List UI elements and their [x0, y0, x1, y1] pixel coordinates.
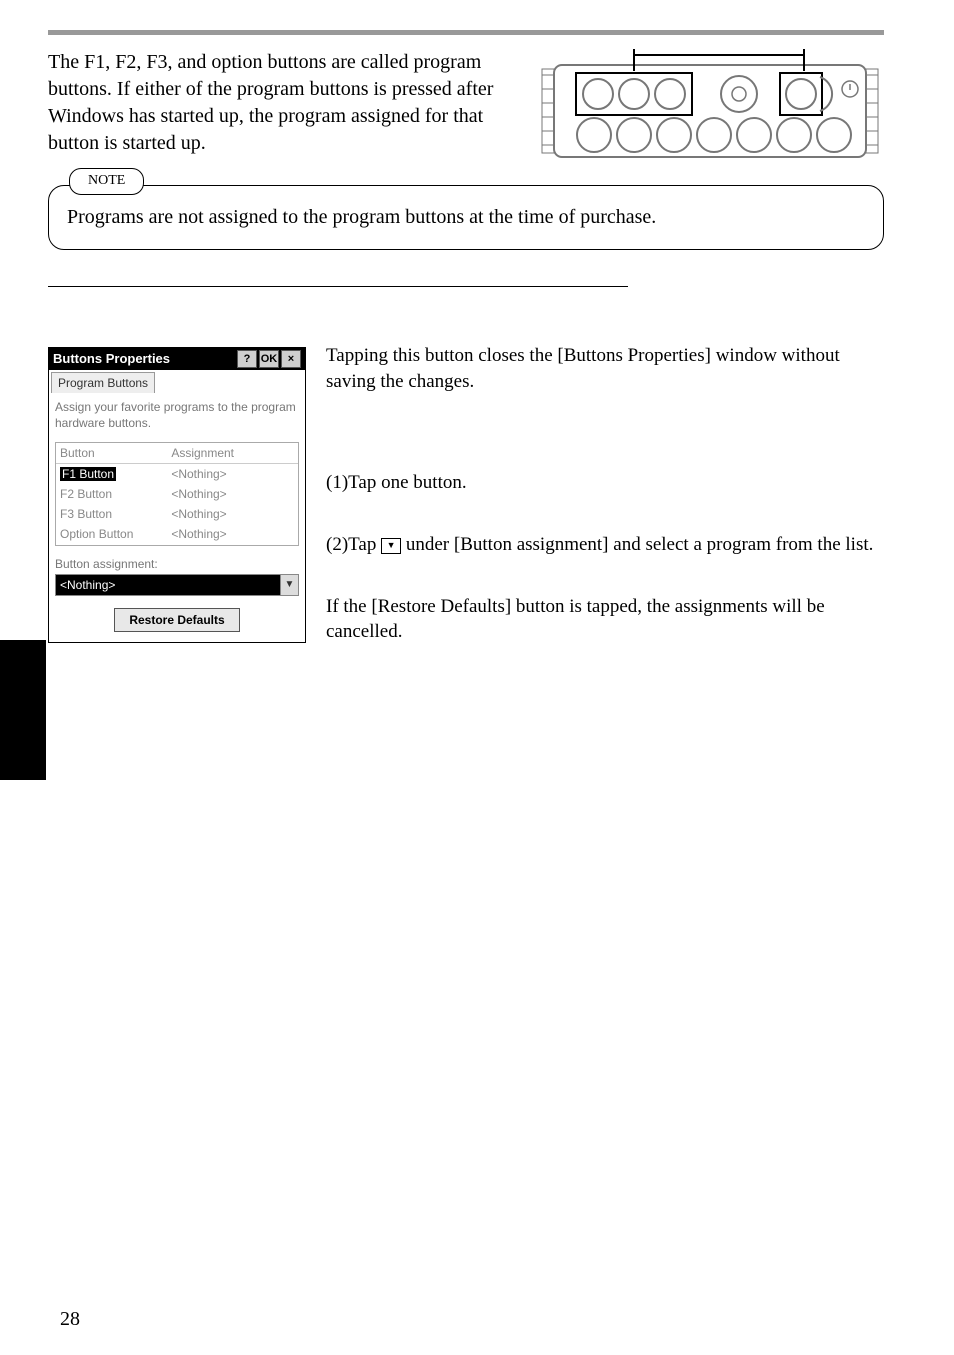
- list-row-button: F2 Button: [56, 484, 167, 504]
- callout-step2: (2)Tap ▼ under [Button assignment] and s…: [326, 532, 884, 558]
- tab-row: Program Buttons: [49, 370, 305, 393]
- col-assignment: Assignment: [167, 443, 298, 463]
- window-content: Assign your favorite programs to the pro…: [49, 393, 305, 642]
- chevron-down-icon: ▼: [381, 538, 401, 554]
- callouts: Tapping this button closes the [Buttons …: [326, 347, 884, 681]
- side-tab: [0, 640, 46, 780]
- window-title: Buttons Properties: [53, 350, 235, 368]
- window-titlebar: Buttons Properties ? OK ×: [49, 348, 305, 370]
- list-row[interactable]: Option Button<Nothing>: [56, 524, 298, 544]
- list-row[interactable]: F1 Button<Nothing>: [56, 464, 298, 484]
- header-row: The F1, F2, F3, and option buttons are c…: [48, 49, 884, 159]
- list-row[interactable]: F3 Button<Nothing>: [56, 504, 298, 524]
- button-list: Button Assignment F1 Button<Nothing>F2 B…: [55, 442, 299, 546]
- list-header: Button Assignment: [56, 443, 298, 464]
- note-tab: NOTE: [69, 168, 144, 195]
- callout-step2-post: under [Button assignment] and select a p…: [406, 534, 874, 555]
- assignment-label: Button assignment:: [55, 556, 299, 572]
- assignment-select[interactable]: <Nothing> ▼: [55, 574, 299, 596]
- restore-defaults-button[interactable]: Restore Defaults: [114, 608, 239, 632]
- list-row-button: Option Button: [56, 524, 167, 544]
- list-row[interactable]: F2 Button<Nothing>: [56, 484, 298, 504]
- intro-paragraph: The F1, F2, F3, and option buttons are c…: [48, 49, 520, 157]
- window-description: Assign your favorite programs to the pro…: [55, 399, 299, 431]
- list-row-button: F3 Button: [56, 504, 167, 524]
- list-row-assignment: <Nothing>: [167, 464, 298, 484]
- chevron-down-icon[interactable]: ▼: [280, 575, 298, 595]
- top-rule: [48, 30, 884, 35]
- demo-row: Buttons Properties ? OK × Program Button…: [48, 347, 884, 681]
- ok-button[interactable]: OK: [259, 350, 279, 368]
- section-rule: [48, 286, 628, 287]
- callout-restore: If the [Restore Defaults] button is tapp…: [326, 594, 884, 645]
- note-body: Programs are not assigned to the program…: [67, 204, 865, 231]
- callout-step2-pre: (2)Tap: [326, 534, 381, 555]
- close-button[interactable]: ×: [281, 350, 301, 368]
- help-button[interactable]: ?: [237, 350, 257, 368]
- page-number: 28: [60, 1306, 80, 1333]
- callout-close: Tapping this button closes the [Buttons …: [326, 343, 884, 394]
- col-button: Button: [56, 443, 167, 463]
- callout-step1: (1)Tap one button.: [326, 470, 884, 496]
- list-row-assignment: <Nothing>: [167, 524, 298, 544]
- assignment-value: <Nothing>: [56, 575, 280, 595]
- tab-program-buttons[interactable]: Program Buttons: [51, 372, 155, 393]
- list-row-button: F1 Button: [56, 464, 167, 484]
- device-illustration: [534, 49, 884, 159]
- buttons-properties-window: Buttons Properties ? OK × Program Button…: [48, 347, 306, 643]
- note-box: NOTE Programs are not assigned to the pr…: [48, 185, 884, 250]
- list-row-assignment: <Nothing>: [167, 504, 298, 524]
- list-row-assignment: <Nothing>: [167, 484, 298, 504]
